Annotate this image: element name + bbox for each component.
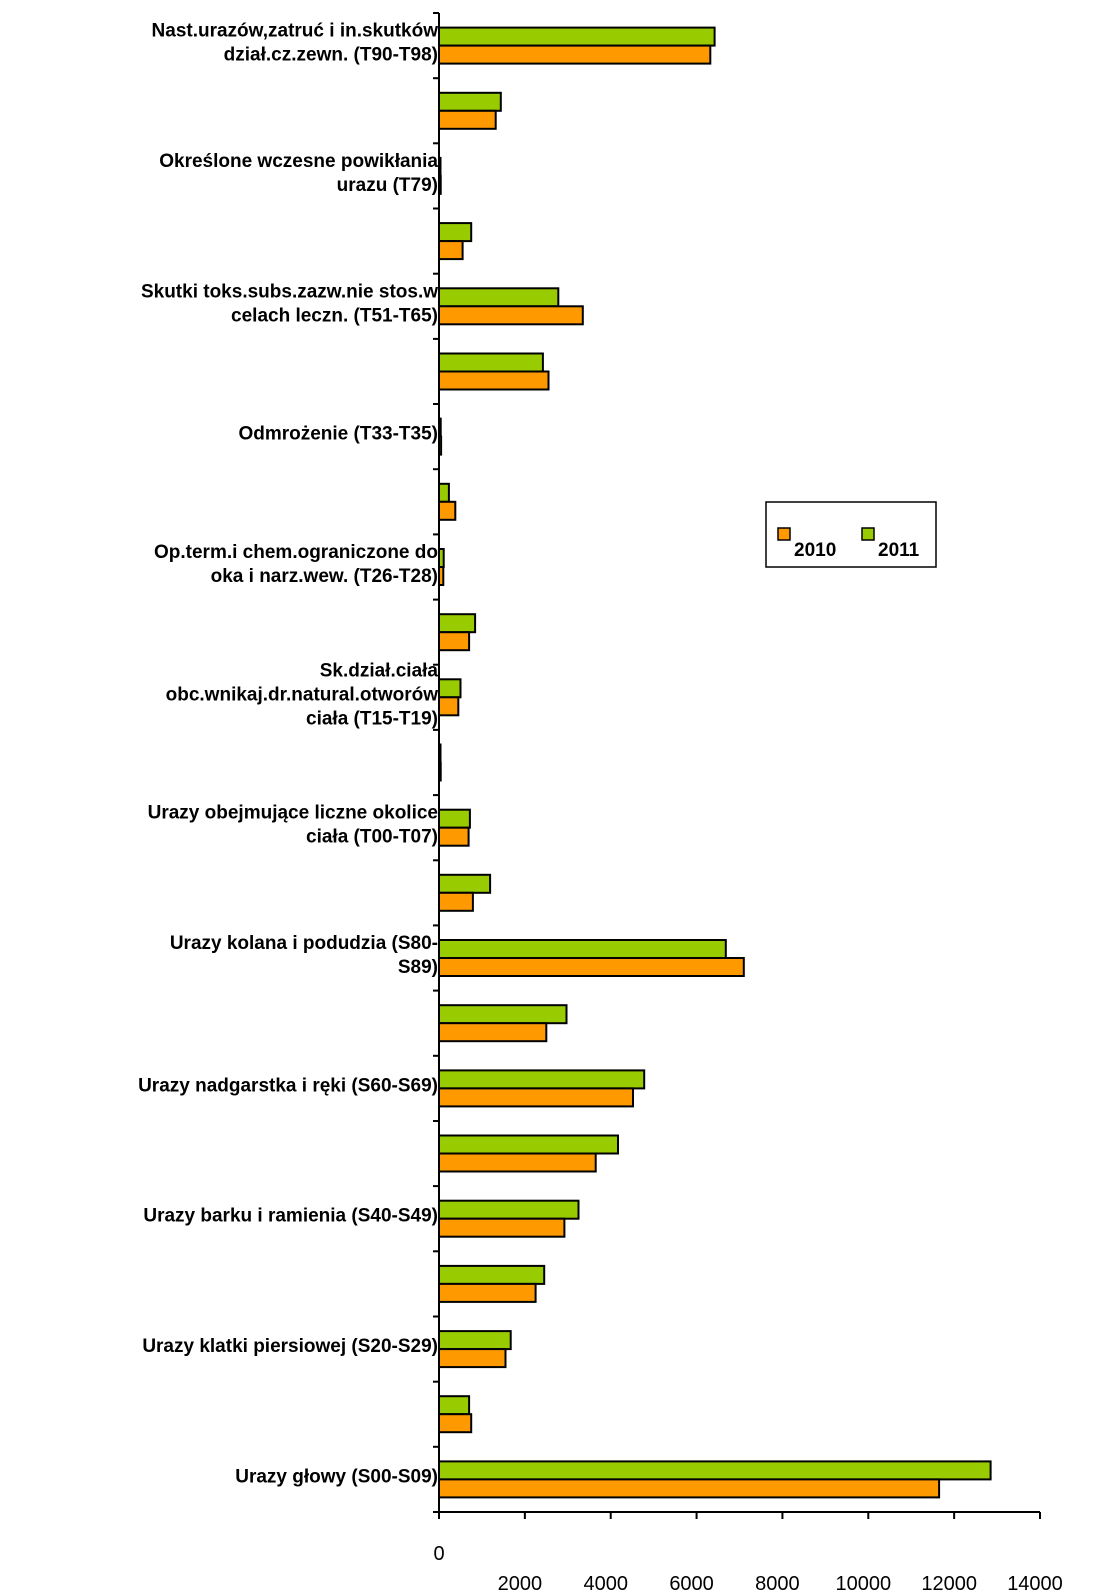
bar-2011-cat-8 bbox=[438, 939, 727, 959]
category-label: urazu (T79) bbox=[337, 175, 438, 196]
x-tick-label: 2000 bbox=[498, 1573, 543, 1594]
category-label: ciała (T00-T07) bbox=[306, 827, 438, 848]
bar-2010-cat-0 bbox=[438, 1478, 941, 1499]
bar-2011-cat-12 bbox=[438, 678, 462, 699]
bar-2010-cat-9 bbox=[438, 891, 474, 912]
bar-2011-cat-2 bbox=[438, 1330, 512, 1351]
bar-2011-cat-7 bbox=[438, 1004, 568, 1025]
bar-2010-cat-10 bbox=[438, 826, 470, 847]
category-label: Urazy barku i ramienia (S40-S49) bbox=[143, 1206, 438, 1227]
bar-2011-cat-0 bbox=[438, 1460, 992, 1481]
legend-box bbox=[765, 501, 937, 568]
category-label: S89) bbox=[398, 957, 438, 978]
bar-2010-cat-22 bbox=[438, 44, 712, 65]
bar-2011-cat-3 bbox=[438, 1264, 546, 1285]
bar-2010-cat-4 bbox=[438, 1217, 566, 1238]
bar-2011-cat-4 bbox=[438, 1199, 580, 1220]
bar-2011-cat-1 bbox=[438, 1395, 471, 1416]
bar-2010-cat-12 bbox=[438, 696, 460, 717]
category-label: Określone wczesne powikłania bbox=[159, 151, 438, 172]
bar-2010-cat-7 bbox=[438, 1022, 548, 1043]
category-label: Urazy głowy (S00-S09) bbox=[235, 1466, 438, 1487]
bar-2011-cat-5 bbox=[438, 1134, 619, 1155]
x-tick-label: 12000 bbox=[921, 1573, 977, 1594]
bar-2010-cat-6 bbox=[438, 1087, 634, 1108]
bars-layer bbox=[438, 26, 992, 1499]
category-label: Urazy nadgarstka i ręki (S60-S69) bbox=[138, 1075, 438, 1096]
bar-2011-cat-15 bbox=[438, 482, 450, 503]
category-label: Urazy klatki piersiowej (S20-S29) bbox=[142, 1336, 438, 1357]
category-label: Urazy kolana i podudzia (S80- bbox=[170, 933, 438, 954]
legend-swatch-2011 bbox=[861, 527, 875, 541]
bar-2011-cat-21 bbox=[438, 91, 502, 112]
x-tick-labels: 0 2000 4000 6000 8000 10000 12000 14000 bbox=[433, 1543, 1062, 1594]
category-label: Op.term.i chem.ograniczone do bbox=[154, 542, 438, 563]
bar-2010-cat-1 bbox=[438, 1413, 473, 1434]
x-tick-label: 4000 bbox=[583, 1573, 628, 1594]
legend-label-2011: 2011 bbox=[878, 540, 920, 561]
bar-2010-cat-15 bbox=[438, 500, 457, 521]
category-label: oka i narz.wew. (T26-T28) bbox=[211, 566, 438, 587]
legend-swatch-2010 bbox=[777, 527, 791, 541]
bar-2010-cat-17 bbox=[438, 370, 550, 391]
category-label: Odmrożenie (T33-T35) bbox=[238, 424, 438, 445]
category-label: Urazy obejmujące liczne okolice bbox=[148, 803, 438, 824]
bar-2011-cat-10 bbox=[438, 808, 471, 829]
bar-2011-cat-19 bbox=[438, 222, 473, 243]
bar-2010-cat-18 bbox=[438, 305, 584, 326]
legend: 2010 2011 bbox=[765, 501, 937, 568]
bar-2010-cat-2 bbox=[438, 1348, 507, 1369]
bar-2010-cat-8 bbox=[438, 957, 745, 977]
bar-2011-cat-13 bbox=[438, 613, 477, 634]
bar-2011-cat-6 bbox=[438, 1069, 646, 1090]
x-tick-label: 8000 bbox=[755, 1573, 800, 1594]
bar-2010-cat-19 bbox=[438, 240, 464, 261]
x-tick-label: 10000 bbox=[835, 1573, 891, 1594]
x-tick-label: 0 bbox=[433, 1543, 444, 1565]
bar-2010-cat-5 bbox=[438, 1152, 597, 1173]
category-label: ciała (T15-T19) bbox=[306, 708, 438, 729]
category-label: obc.wnikaj.dr.natural.otworów bbox=[166, 684, 439, 705]
bar-2011-cat-17 bbox=[438, 352, 544, 373]
category-label: Nast.urazów,zatruć i in.skutków bbox=[152, 21, 439, 42]
x-tick-label: 6000 bbox=[669, 1573, 714, 1594]
bar-2010-cat-21 bbox=[438, 109, 497, 130]
legend-label-2010: 2010 bbox=[794, 540, 836, 561]
category-label: celach leczn. (T51-T65) bbox=[231, 305, 438, 326]
bar-2010-cat-13 bbox=[438, 631, 471, 652]
category-label: dział.cz.zewn. (T90-T98) bbox=[224, 45, 438, 66]
x-tick-label: 14000 bbox=[1007, 1573, 1063, 1594]
category-labels: Urazy głowy (S00-S09) Urazy klatki piersi… bbox=[138, 21, 438, 1488]
axes-layer bbox=[433, 12, 1041, 1519]
bar-2011-cat-9 bbox=[438, 873, 492, 894]
category-label: Sk.dział.ciała bbox=[320, 660, 439, 681]
bar-2011-cat-18 bbox=[438, 287, 560, 308]
bar-2010-cat-3 bbox=[438, 1282, 537, 1303]
bar-2011-cat-22 bbox=[438, 26, 716, 47]
category-label: Skutki toks.subs.zazw.nie stos.w bbox=[141, 281, 438, 302]
